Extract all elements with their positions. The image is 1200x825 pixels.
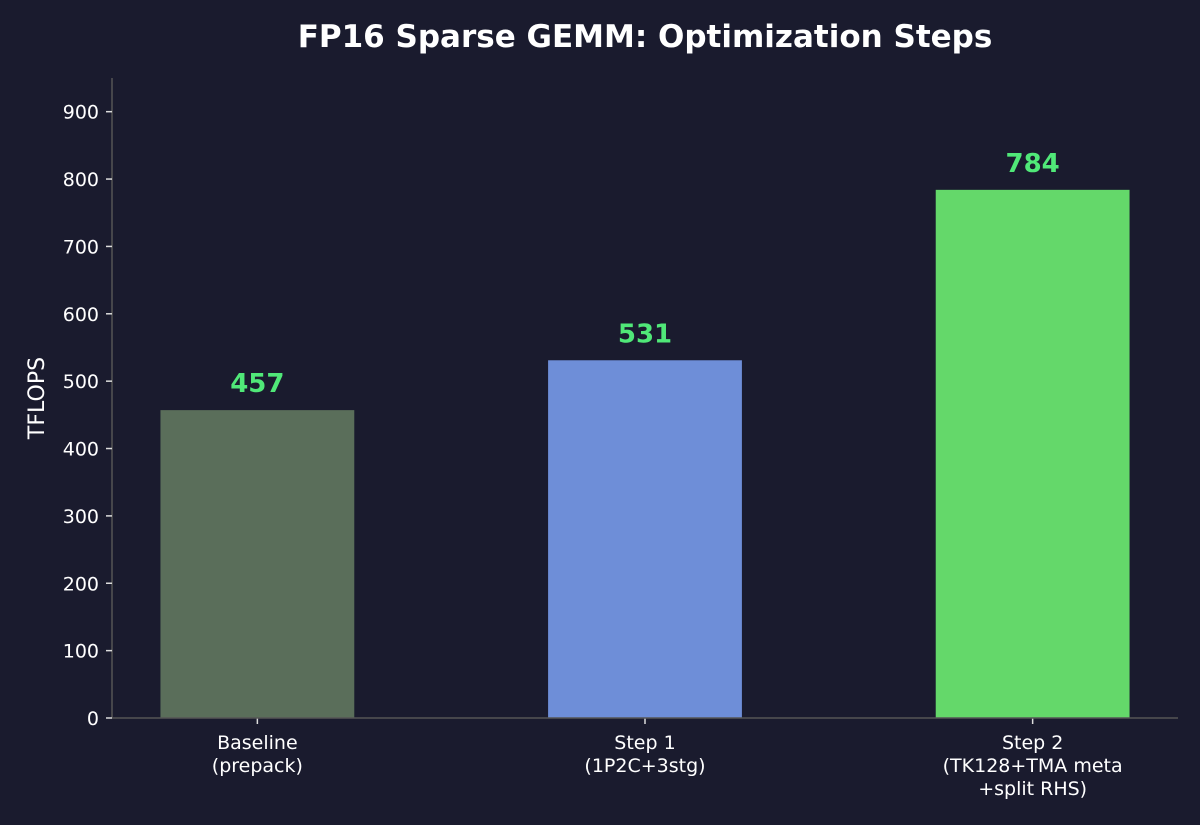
- data-label: 457: [230, 369, 284, 399]
- bar: [548, 360, 742, 718]
- y-axis-label: TFLOPS: [25, 357, 50, 440]
- y-tick-label: 0: [87, 708, 99, 730]
- y-tick-label: 600: [63, 304, 99, 326]
- y-tick-label: 500: [63, 371, 99, 393]
- x-tick-label: Step 2: [1002, 732, 1063, 754]
- y-tick-label: 400: [63, 439, 99, 461]
- chart-title: FP16 Sparse GEMM: Optimization Steps: [298, 19, 993, 55]
- x-tick-label: +split RHS): [978, 778, 1087, 800]
- x-tick-label: (prepack): [212, 755, 303, 777]
- y-tick-label: 900: [63, 102, 99, 124]
- y-tick-label: 300: [63, 506, 99, 528]
- x-tick-label: Step 1: [614, 732, 675, 754]
- x-tick-label: Baseline: [217, 732, 298, 754]
- y-tick-label: 700: [63, 236, 99, 258]
- bar: [160, 410, 355, 718]
- plot-area: 457 Baseline(prepack) 531 Step 1(1P2C+3stg)…: [63, 78, 1178, 800]
- y-tick-label: 800: [63, 169, 99, 191]
- y-tick-label: 200: [63, 573, 99, 595]
- data-label: 531: [618, 319, 672, 349]
- y-tick-label: 100: [63, 641, 99, 663]
- bar: [935, 189, 1130, 719]
- x-tick-label: (TK128+TMA meta: [943, 755, 1123, 777]
- x-tick-label: (1P2C+3stg): [584, 755, 705, 777]
- data-label: 784: [1005, 149, 1059, 179]
